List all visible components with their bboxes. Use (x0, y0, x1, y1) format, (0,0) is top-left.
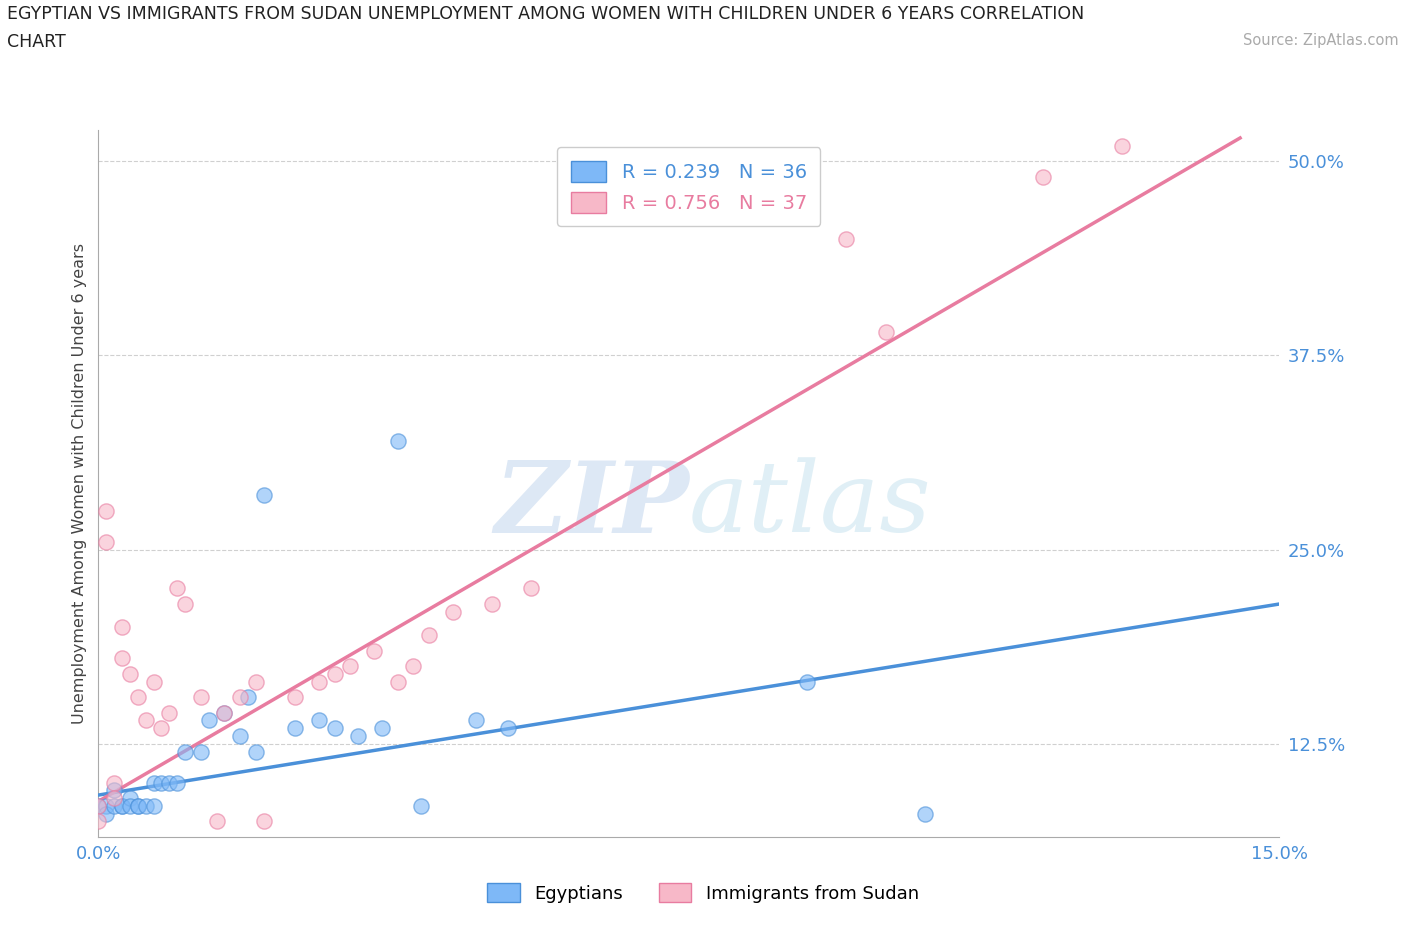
Point (229, 728, 252, 743)
Y-axis label: Unemployment Among Women with Children Under 6 years: Unemployment Among Women with Children U… (72, 243, 87, 724)
Text: EGYPTIAN VS IMMIGRANTS FROM SUDAN UNEMPLOYMENT AMONG WOMEN WITH CHILDREN UNDER 6: EGYPTIAN VS IMMIGRANTS FROM SUDAN UNEMPL… (7, 5, 1084, 22)
Text: CHART: CHART (7, 33, 66, 50)
Point (111, 799, 134, 814)
Point (411, 799, 433, 814)
Point (214, 705, 236, 720)
Point (308, 674, 330, 689)
Point (174, 744, 197, 759)
Point (284, 721, 307, 736)
Point (323, 667, 346, 682)
Text: ZIP: ZIP (494, 457, 689, 553)
Point (387, 674, 409, 689)
Point (174, 596, 197, 611)
Point (103, 790, 125, 805)
Point (914, 806, 936, 821)
Text: atlas: atlas (689, 458, 932, 552)
Point (87, 799, 110, 814)
Point (87, 799, 110, 814)
Point (496, 721, 519, 736)
Point (481, 596, 503, 611)
Point (103, 776, 125, 790)
Point (118, 799, 141, 814)
Point (96, 799, 118, 814)
Point (111, 651, 134, 666)
Point (190, 690, 212, 705)
Point (111, 620, 134, 635)
Point (229, 690, 252, 705)
Point (166, 581, 188, 596)
Point (103, 783, 125, 798)
Point (157, 776, 180, 790)
Point (190, 744, 212, 759)
Point (371, 721, 394, 736)
Point (103, 799, 125, 814)
Point (157, 705, 180, 720)
Point (197, 713, 219, 728)
Legend: R = 0.239   N = 36, R = 0.756   N = 37: R = 0.239 N = 36, R = 0.756 N = 37 (557, 147, 821, 226)
Point (402, 658, 425, 673)
Legend: Egyptians, Immigrants from Sudan: Egyptians, Immigrants from Sudan (478, 873, 928, 911)
Point (236, 690, 259, 705)
Point (253, 488, 276, 503)
Point (142, 776, 165, 790)
Point (118, 667, 141, 682)
Point (1111, 139, 1133, 153)
Point (166, 776, 188, 790)
Point (96, 503, 118, 518)
Point (363, 644, 385, 658)
Point (441, 604, 464, 619)
Point (214, 705, 236, 720)
Point (520, 581, 543, 596)
Point (127, 799, 149, 814)
Text: Source: ZipAtlas.com: Source: ZipAtlas.com (1243, 33, 1399, 47)
Point (347, 728, 370, 743)
Point (284, 690, 307, 705)
Point (835, 232, 858, 246)
Point (111, 799, 134, 814)
Point (796, 674, 818, 689)
Point (387, 433, 409, 448)
Point (118, 790, 141, 805)
Point (127, 690, 149, 705)
Point (150, 721, 173, 736)
Point (142, 799, 165, 814)
Point (135, 799, 157, 814)
Point (418, 628, 440, 643)
Point (96, 535, 118, 550)
Point (87, 814, 110, 829)
Point (253, 814, 276, 829)
Point (308, 713, 330, 728)
Point (465, 713, 488, 728)
Point (135, 713, 157, 728)
Point (127, 799, 149, 814)
Point (323, 721, 346, 736)
Point (96, 806, 118, 821)
Point (245, 744, 267, 759)
Point (875, 325, 897, 339)
Point (205, 814, 228, 829)
Point (150, 776, 173, 790)
Point (1032, 169, 1054, 184)
Point (142, 674, 165, 689)
Point (339, 658, 361, 673)
Point (245, 674, 267, 689)
